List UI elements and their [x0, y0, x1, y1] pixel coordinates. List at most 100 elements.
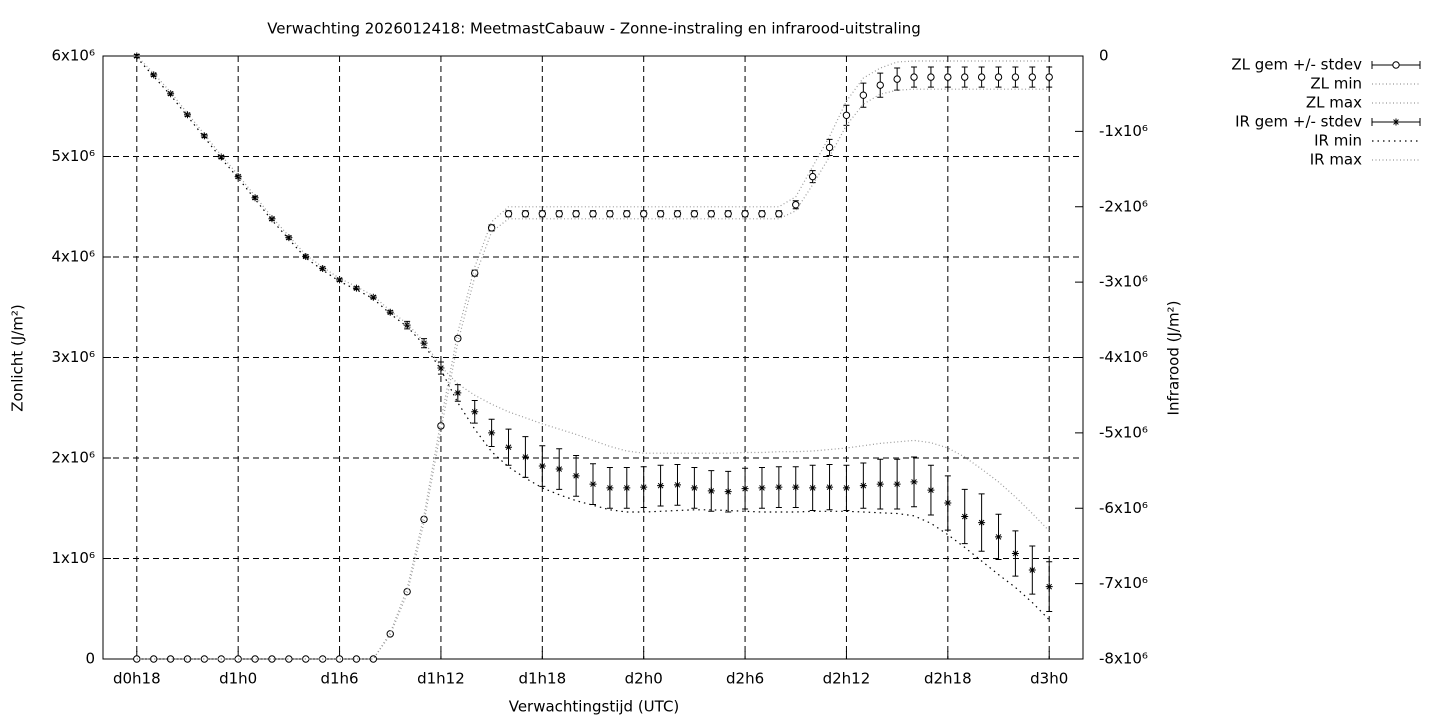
data-point — [758, 484, 766, 492]
data-point — [369, 655, 378, 663]
data-point — [149, 655, 158, 663]
data-point — [386, 308, 394, 316]
y-tick-label: 3x10⁶ — [51, 348, 95, 366]
y-tick-label: 0 — [85, 650, 95, 668]
y2-tick-label: -4x10⁶ — [1099, 348, 1148, 366]
data-point — [487, 224, 496, 232]
data-point — [251, 194, 259, 202]
data-point — [656, 210, 665, 218]
data-point — [268, 215, 276, 223]
data-point — [944, 499, 952, 507]
data-point — [724, 488, 732, 496]
data-point — [217, 153, 225, 161]
y2-tick-label: -2x10⁶ — [1099, 197, 1148, 215]
y-tick-label: 2x10⁶ — [51, 449, 95, 467]
legend-label: ZL gem +/- stdev — [1231, 56, 1362, 74]
data-point — [555, 465, 563, 473]
data-point — [893, 75, 901, 83]
data-point — [268, 655, 276, 663]
legend-label: ZL max — [1306, 94, 1362, 112]
data-point — [927, 486, 935, 494]
data-point — [809, 484, 817, 492]
data-point — [606, 484, 614, 492]
data-point — [690, 210, 699, 218]
x-tick-label: d1h18 — [518, 670, 566, 688]
data-point — [673, 481, 681, 489]
data-point — [944, 73, 952, 81]
data-point — [1011, 549, 1019, 557]
y2-tick-label: -6x10⁶ — [1099, 499, 1148, 517]
data-point — [842, 484, 850, 492]
data-point — [589, 480, 597, 488]
data-point — [454, 334, 462, 343]
x-tick-label: d0h18 — [113, 670, 161, 688]
range-line — [136, 60, 1050, 660]
y2-tick-label: -5x10⁶ — [1099, 423, 1148, 441]
data-point — [521, 210, 530, 218]
data-point — [775, 210, 783, 218]
x-tick-label: d1h6 — [320, 670, 358, 688]
x-tick-label: d2h12 — [823, 670, 871, 688]
data-point — [200, 655, 209, 663]
data-point — [1011, 73, 1020, 81]
data-point — [420, 339, 428, 347]
data-point — [623, 484, 631, 492]
data-point — [792, 201, 800, 209]
data-point — [1045, 583, 1053, 591]
data-point — [302, 252, 310, 260]
data-point — [403, 321, 411, 329]
data-point — [335, 655, 344, 663]
data-point — [910, 478, 918, 486]
data-point — [352, 655, 361, 663]
data-point — [572, 210, 580, 218]
data-point — [758, 210, 766, 218]
data-point — [876, 480, 884, 488]
data-point — [825, 143, 834, 152]
data-point — [826, 483, 834, 491]
legend-marker — [1392, 118, 1400, 126]
data-point — [1028, 566, 1036, 574]
data-point — [234, 173, 242, 181]
y-tick-label: 6x10⁶ — [51, 47, 95, 65]
data-point — [166, 655, 175, 663]
data-point — [167, 90, 175, 98]
data-point — [133, 52, 141, 60]
y-axis-label: Zonlicht (J/m²) — [9, 304, 27, 412]
legend-label: IR min — [1314, 132, 1362, 150]
data-point — [183, 655, 192, 663]
data-point — [690, 484, 698, 492]
y2-tick-label: -3x10⁶ — [1099, 273, 1148, 291]
data-point — [150, 71, 158, 79]
data-point — [183, 111, 191, 119]
data-point — [352, 284, 360, 292]
y2-tick-label: -1x10⁶ — [1099, 122, 1148, 140]
data-point — [978, 519, 986, 527]
data-point — [893, 480, 901, 488]
data-point — [995, 533, 1003, 541]
data-point — [961, 73, 969, 81]
data-point — [657, 482, 665, 490]
data-point — [741, 485, 749, 493]
data-point — [606, 210, 614, 218]
data-point — [488, 429, 496, 437]
data-point — [707, 210, 715, 218]
data-point — [910, 73, 918, 81]
data-point — [808, 172, 817, 181]
range-line — [136, 57, 1050, 621]
data-point — [336, 276, 344, 284]
data-point — [521, 453, 529, 461]
data-point — [589, 210, 597, 218]
data-point — [504, 210, 513, 218]
data-point — [234, 655, 242, 663]
y2-tick-label: -8x10⁶ — [1099, 650, 1148, 668]
data-point — [673, 210, 682, 218]
data-point — [538, 462, 546, 470]
chart-title: Verwachting 2026012418: MeetmastCabauw -… — [267, 20, 921, 38]
range-line — [136, 55, 1050, 532]
data-point — [859, 482, 867, 490]
data-point — [251, 655, 259, 663]
data-point — [741, 210, 749, 218]
data-point — [640, 483, 648, 491]
x-tick-label: d1h0 — [219, 670, 257, 688]
data-point — [471, 408, 479, 416]
